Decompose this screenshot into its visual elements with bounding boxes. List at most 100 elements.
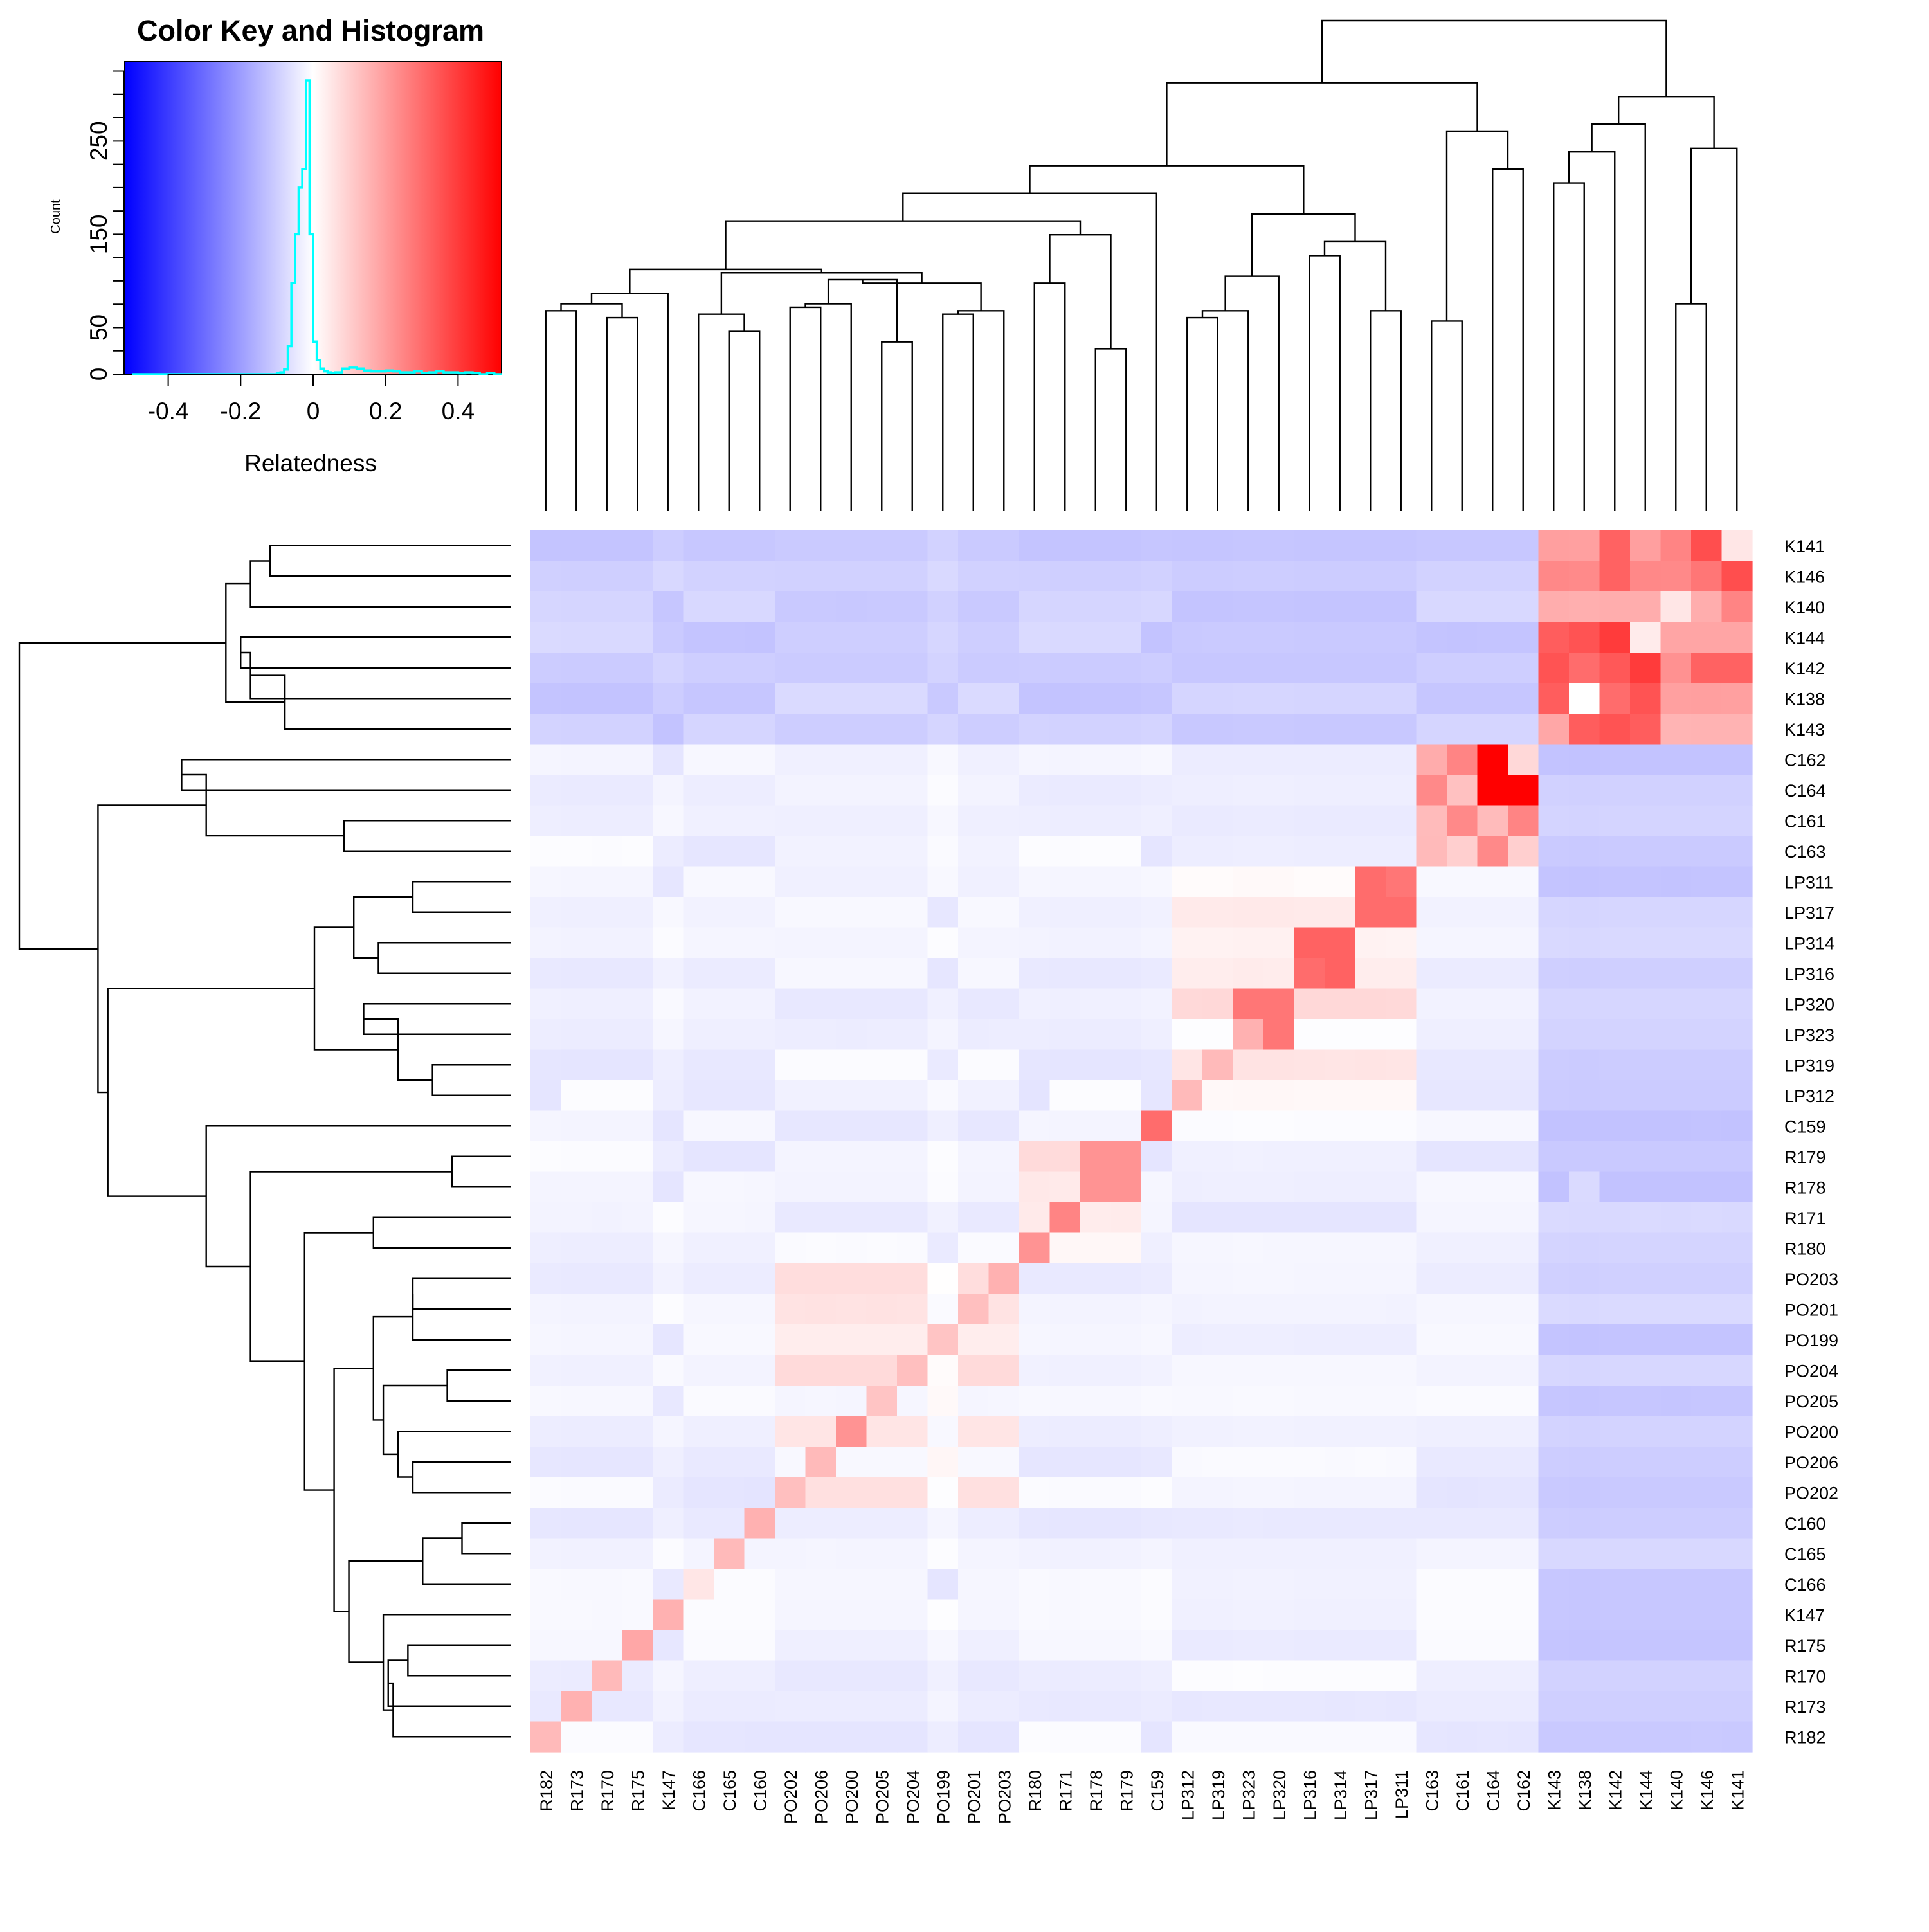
row-label: PO203 (1784, 1270, 1838, 1289)
heatmap-cell (927, 1049, 959, 1081)
heatmap-cell (1294, 683, 1325, 714)
heatmap-cell (530, 805, 562, 836)
row-label: K146 (1784, 567, 1825, 586)
heatmap-cell (1049, 1171, 1081, 1203)
heatmap-cell (1355, 683, 1386, 714)
heatmap-cell (1477, 1263, 1508, 1295)
heatmap-cell (683, 1232, 714, 1264)
heatmap-cell (1447, 1660, 1478, 1692)
heatmap-cell (1049, 653, 1081, 684)
heatmap-cell (1508, 1569, 1539, 1600)
heatmap-cell (592, 958, 623, 989)
heatmap-cell (1141, 591, 1173, 623)
heatmap-cell (805, 1049, 837, 1081)
heatmap-cell (1110, 1508, 1142, 1539)
heatmap-cell (683, 897, 714, 928)
heatmap-cell (530, 1508, 562, 1539)
heatmap-cell (958, 1630, 990, 1661)
heatmap-cell (1233, 1294, 1264, 1325)
heatmap-cell (1019, 1721, 1051, 1753)
heatmap-cell (653, 1508, 684, 1539)
heatmap-cell (622, 1141, 653, 1173)
heatmap-cell (897, 958, 928, 989)
heatmap-cell (1447, 1508, 1478, 1539)
heatmap-cell (1325, 1202, 1356, 1234)
heatmap-cell (1294, 1110, 1325, 1142)
heatmap-cell (1110, 1447, 1142, 1478)
heatmap-cell (775, 561, 806, 592)
heatmap-cell (805, 1080, 837, 1112)
heatmap-cell (1599, 1141, 1631, 1173)
heatmap-cell (592, 1416, 623, 1447)
heatmap-cell (958, 1416, 990, 1447)
heatmap-cell (988, 714, 1020, 745)
heatmap-cell (653, 1232, 684, 1264)
heatmap-cell (1049, 927, 1081, 959)
column-label: C164 (1483, 1770, 1503, 1812)
heatmap-cell (1691, 1110, 1723, 1142)
heatmap-cell (744, 1416, 775, 1447)
heatmap-cell (1325, 1477, 1356, 1508)
heatmap-cell (1599, 927, 1631, 959)
heatmap-cell (1447, 897, 1478, 928)
heatmap-cell (714, 683, 745, 714)
heatmap-cell (622, 1569, 653, 1600)
heatmap-cell (622, 1416, 653, 1447)
heatmap-cell (775, 1721, 806, 1753)
heatmap-cell (1263, 653, 1295, 684)
heatmap-cell (1355, 1049, 1386, 1081)
heatmap-cell (561, 836, 592, 867)
heatmap-cell (988, 988, 1020, 1020)
heatmap-cell (1569, 836, 1600, 867)
heatmap-cell (592, 1080, 623, 1112)
heatmap-cell (1172, 836, 1203, 867)
column-label: C159 (1148, 1770, 1167, 1812)
heatmap-cell (1447, 1049, 1478, 1081)
key-x-tick-label: -0.4 (148, 398, 189, 424)
heatmap-cell (1202, 1232, 1234, 1264)
heatmap-cell (1599, 1263, 1631, 1295)
heatmap-cell (1080, 1355, 1112, 1386)
heatmap-cell (1599, 1447, 1631, 1478)
heatmap-cell (683, 1019, 714, 1051)
heatmap-cell (1080, 1538, 1112, 1569)
heatmap-cell (1721, 1416, 1753, 1447)
row-dendrogram-branch (397, 1431, 511, 1478)
heatmap-cell (1386, 530, 1417, 562)
heatmap-cell (1599, 1202, 1631, 1234)
heatmap-cell (1569, 1508, 1600, 1539)
heatmap-cell (1569, 1386, 1600, 1417)
heatmap-cell (1416, 1049, 1447, 1081)
heatmap-cell (1080, 897, 1112, 928)
row-dendrogram-branch (388, 1682, 511, 1738)
heatmap-cell (1141, 958, 1173, 989)
heatmap-cell (805, 1232, 837, 1264)
row-label: R175 (1784, 1636, 1826, 1656)
heatmap-cell (1691, 1447, 1723, 1478)
heatmap-cell (561, 561, 592, 592)
column-labels: R182 R173 R170 R175 K147 C166 C165 C160 PO202 PO2… (537, 1770, 1748, 1824)
heatmap-cell (1325, 988, 1356, 1020)
heatmap-cell (1660, 958, 1692, 989)
heatmap-cell (805, 1569, 837, 1600)
heatmap-cell (1386, 1141, 1417, 1173)
heatmap-cell (1660, 775, 1692, 806)
heatmap-cell (775, 1416, 806, 1447)
heatmap-cell (1202, 1386, 1234, 1417)
heatmap-cell (927, 1599, 959, 1630)
heatmap-cell (958, 591, 990, 623)
heatmap-cell (561, 1080, 592, 1112)
heatmap-cell (1019, 897, 1051, 928)
heatmap-cell (927, 1691, 959, 1722)
heatmap-cell (683, 988, 714, 1020)
heatmap-cell (927, 1447, 959, 1478)
heatmap-cell (1660, 836, 1692, 867)
heatmap-cell (1080, 683, 1112, 714)
heatmap-cell (561, 1721, 592, 1753)
heatmap-cell (1416, 1416, 1447, 1447)
heatmap-cell (1599, 591, 1631, 623)
heatmap-cell (1325, 1110, 1356, 1142)
heatmap-cell (622, 836, 653, 867)
heatmap-cell (1325, 1049, 1356, 1081)
heatmap-cell (1599, 897, 1631, 928)
